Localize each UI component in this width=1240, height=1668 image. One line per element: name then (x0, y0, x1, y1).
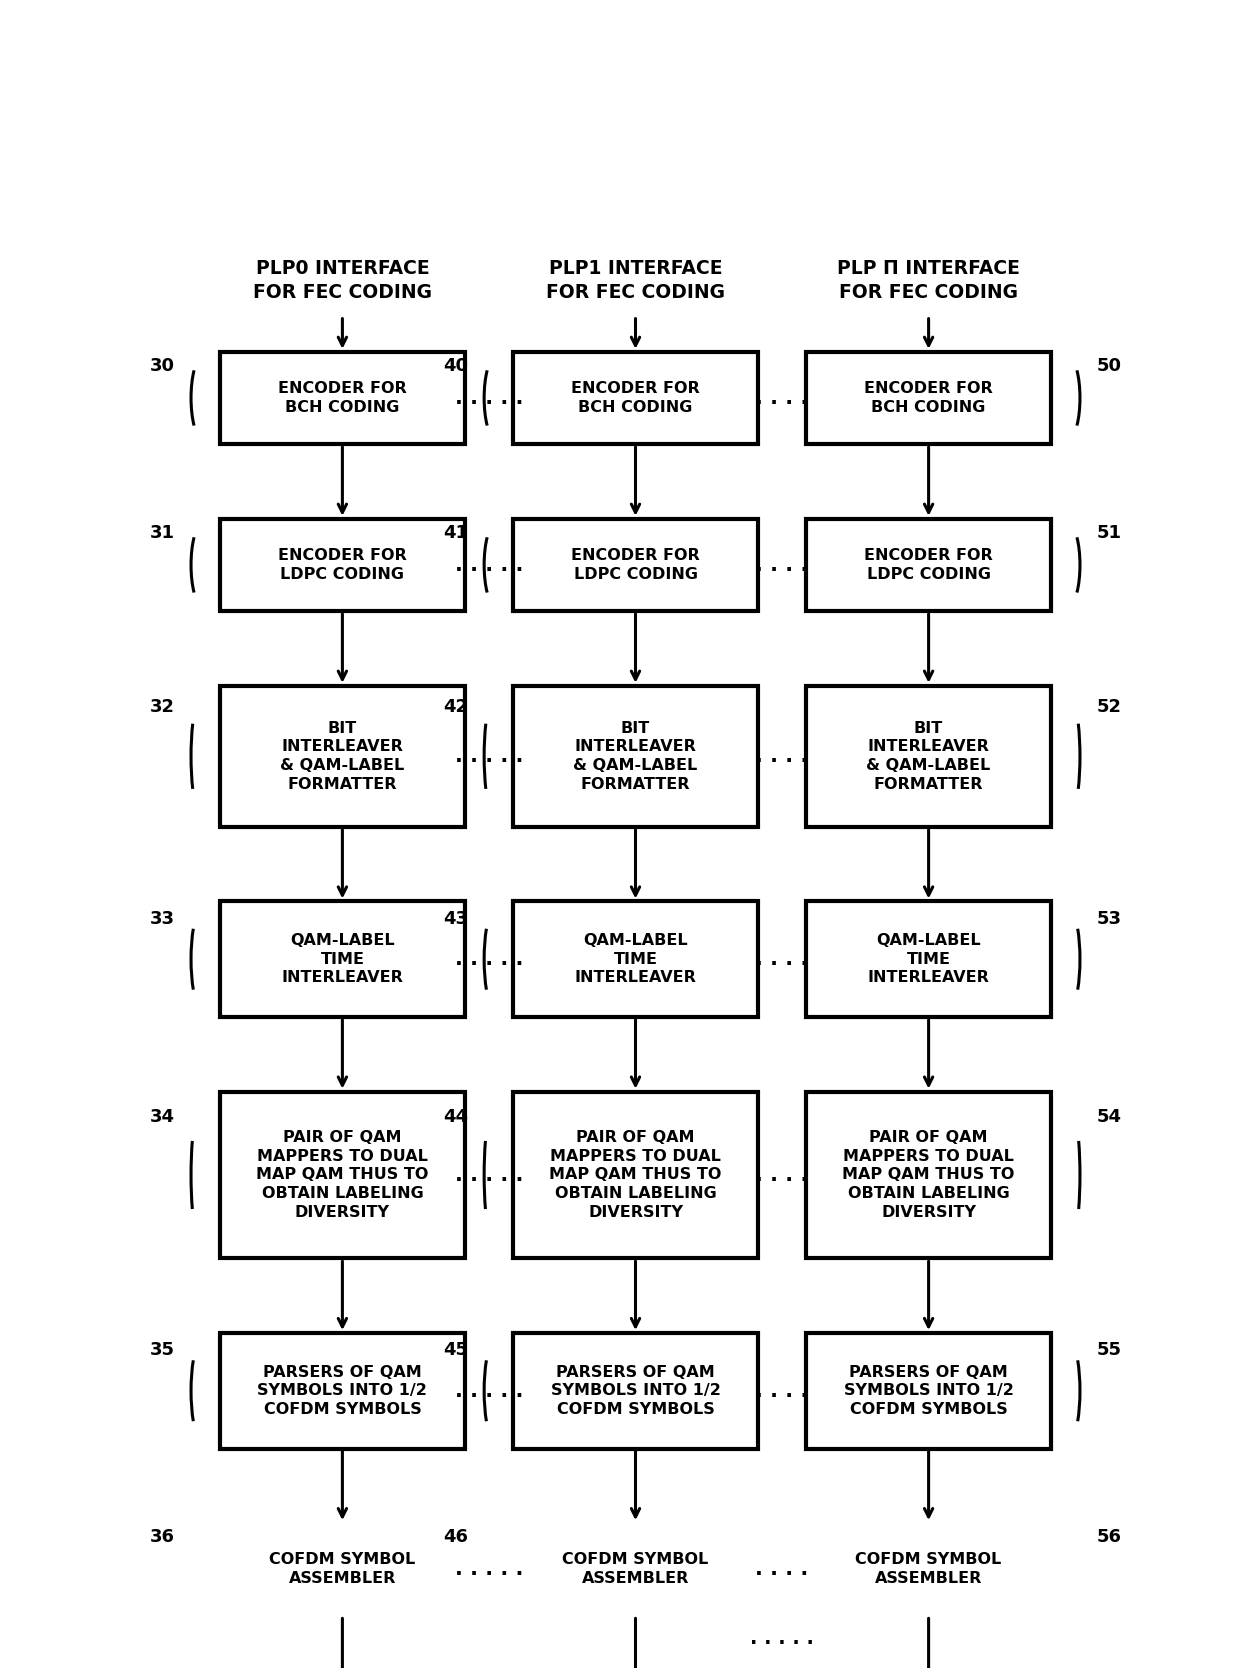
Text: ENCODER FOR
LDPC CODING: ENCODER FOR LDPC CODING (572, 549, 699, 582)
Text: 41: 41 (443, 524, 467, 542)
Text: . . . . .: . . . . . (455, 1381, 523, 1401)
Text: PAIR OF QAM
MAPPERS TO DUAL
MAP QAM THUS TO
OBTAIN LABELING
DIVERSITY: PAIR OF QAM MAPPERS TO DUAL MAP QAM THUS… (257, 1131, 429, 1219)
Text: 31: 31 (150, 524, 175, 542)
Bar (806, 519, 1052, 610)
Text: 34: 34 (150, 1108, 175, 1126)
Text: . . . .: . . . . (755, 1381, 808, 1401)
Text: . . . . .: . . . . . (455, 555, 523, 575)
Text: PAIR OF QAM
MAPPERS TO DUAL
MAP QAM THUS TO
OBTAIN LABELING
DIVERSITY: PAIR OF QAM MAPPERS TO DUAL MAP QAM THUS… (842, 1131, 1014, 1219)
Bar (219, 1523, 465, 1616)
Text: PLP Π INTERFACE
FOR FEC CODING: PLP Π INTERFACE FOR FEC CODING (837, 259, 1021, 302)
Bar (219, 686, 465, 827)
Bar (513, 1333, 758, 1448)
Bar (513, 1091, 758, 1258)
Text: 56: 56 (1096, 1528, 1121, 1546)
Text: QAM-LABEL
TIME
INTERLEAVER: QAM-LABEL TIME INTERLEAVER (574, 932, 697, 986)
Text: BIT
INTERLEAVER
& QAM-LABEL
FORMATTER: BIT INTERLEAVER & QAM-LABEL FORMATTER (867, 721, 991, 792)
Text: . . . .: . . . . (755, 1560, 808, 1580)
Text: 55: 55 (1096, 1341, 1121, 1359)
Bar (219, 901, 465, 1017)
Bar (806, 1333, 1052, 1448)
Text: 52: 52 (1096, 697, 1121, 716)
Bar (806, 352, 1052, 444)
Text: . . . .: . . . . (755, 1164, 808, 1184)
Text: . . . .: . . . . (755, 949, 808, 969)
Text: ENCODER FOR
LDPC CODING: ENCODER FOR LDPC CODING (278, 549, 407, 582)
Text: . . . . .: . . . . . (455, 389, 523, 409)
Text: 45: 45 (443, 1341, 467, 1359)
Bar (219, 1091, 465, 1258)
Text: 30: 30 (150, 357, 175, 375)
Bar (806, 686, 1052, 827)
Text: ENCODER FOR
BCH CODING: ENCODER FOR BCH CODING (278, 382, 407, 415)
Text: 43: 43 (443, 909, 467, 927)
Text: PARSERS OF QAM
SYMBOLS INTO 1/2
COFDM SYMBOLS: PARSERS OF QAM SYMBOLS INTO 1/2 COFDM SY… (843, 1364, 1013, 1416)
Bar (806, 1523, 1052, 1616)
Bar (513, 1523, 758, 1616)
Text: ENCODER FOR
LDPC CODING: ENCODER FOR LDPC CODING (864, 549, 993, 582)
Text: 32: 32 (150, 697, 175, 716)
Text: BIT
INTERLEAVER
& QAM-LABEL
FORMATTER: BIT INTERLEAVER & QAM-LABEL FORMATTER (573, 721, 698, 792)
Text: 36: 36 (150, 1528, 175, 1546)
Text: QAM-LABEL
TIME
INTERLEAVER: QAM-LABEL TIME INTERLEAVER (868, 932, 990, 986)
Text: PARSERS OF QAM
SYMBOLS INTO 1/2
COFDM SYMBOLS: PARSERS OF QAM SYMBOLS INTO 1/2 COFDM SY… (551, 1364, 720, 1416)
Text: 42: 42 (443, 697, 467, 716)
Text: 50: 50 (1096, 357, 1121, 375)
Bar (513, 686, 758, 827)
Text: . . . .: . . . . (755, 746, 808, 766)
Text: COFDM SYMBOL
ASSEMBLER: COFDM SYMBOL ASSEMBLER (269, 1553, 415, 1586)
Bar (219, 1333, 465, 1448)
Bar (513, 519, 758, 610)
Text: PAIR OF QAM
MAPPERS TO DUAL
MAP QAM THUS TO
OBTAIN LABELING
DIVERSITY: PAIR OF QAM MAPPERS TO DUAL MAP QAM THUS… (549, 1131, 722, 1219)
Text: . . . .: . . . . (755, 389, 808, 409)
Text: 33: 33 (150, 909, 175, 927)
Text: BIT
INTERLEAVER
& QAM-LABEL
FORMATTER: BIT INTERLEAVER & QAM-LABEL FORMATTER (280, 721, 404, 792)
Bar (219, 519, 465, 610)
Text: . . . . .: . . . . . (455, 949, 523, 969)
Text: . . . . .: . . . . . (455, 1164, 523, 1184)
Bar (806, 901, 1052, 1017)
Text: 54: 54 (1096, 1108, 1121, 1126)
Text: 53: 53 (1096, 909, 1121, 927)
Text: COFDM SYMBOL
ASSEMBLER: COFDM SYMBOL ASSEMBLER (563, 1553, 708, 1586)
Bar (219, 352, 465, 444)
Text: 44: 44 (443, 1108, 467, 1126)
Text: . . . .: . . . . (755, 555, 808, 575)
Text: ENCODER FOR
BCH CODING: ENCODER FOR BCH CODING (572, 382, 699, 415)
Text: PARSERS OF QAM
SYMBOLS INTO 1/2
COFDM SYMBOLS: PARSERS OF QAM SYMBOLS INTO 1/2 COFDM SY… (258, 1364, 428, 1416)
Text: . . . . .: . . . . . (455, 1560, 523, 1580)
Bar (806, 1091, 1052, 1258)
Text: ENCODER FOR
BCH CODING: ENCODER FOR BCH CODING (864, 382, 993, 415)
Text: 46: 46 (443, 1528, 467, 1546)
Bar (513, 901, 758, 1017)
Text: 35: 35 (150, 1341, 175, 1359)
Text: PLP0 INTERFACE
FOR FEC CODING: PLP0 INTERFACE FOR FEC CODING (253, 259, 432, 302)
Text: 51: 51 (1096, 524, 1121, 542)
Text: COFDM SYMBOL
ASSEMBLER: COFDM SYMBOL ASSEMBLER (856, 1553, 1002, 1586)
Text: 40: 40 (443, 357, 467, 375)
Text: . . . . .: . . . . . (455, 746, 523, 766)
Text: . . . . .: . . . . . (750, 1630, 813, 1648)
Bar (513, 352, 758, 444)
Text: QAM-LABEL
TIME
INTERLEAVER: QAM-LABEL TIME INTERLEAVER (281, 932, 403, 986)
Text: PLP1 INTERFACE
FOR FEC CODING: PLP1 INTERFACE FOR FEC CODING (546, 259, 725, 302)
